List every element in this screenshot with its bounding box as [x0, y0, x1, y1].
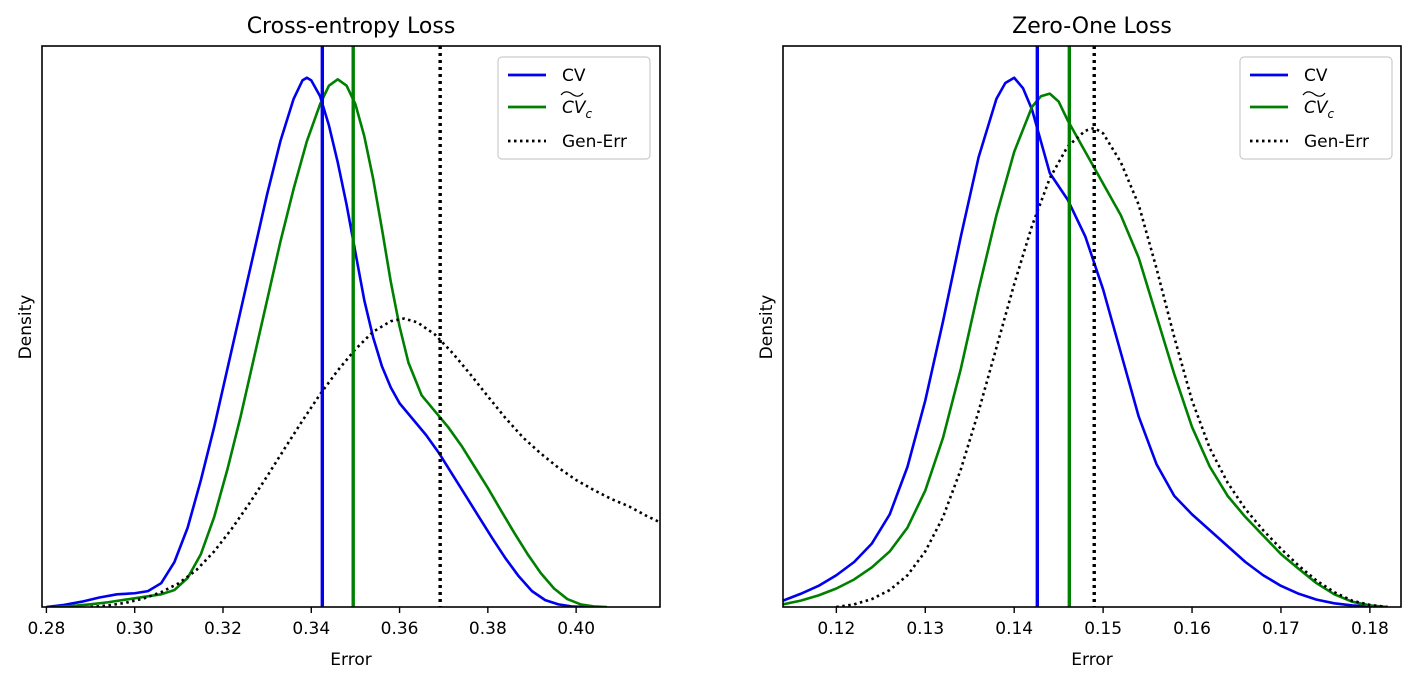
- legend: CV CVc Gen-Err: [1239, 56, 1393, 160]
- legend-cvc-label: CV: [562, 98, 587, 118]
- x-tick-label: 0.34: [292, 619, 330, 639]
- series-line-cv: [46, 76, 586, 607]
- legend-cv-label: CV: [562, 66, 586, 86]
- legend-cv-label: CV: [1304, 66, 1328, 86]
- svg-text:CVc: CVc: [1304, 98, 1335, 121]
- svg-text:CVc: CVc: [562, 98, 593, 121]
- x-axis-label: Error: [1071, 650, 1112, 670]
- x-tick-label: 0.40: [557, 619, 595, 639]
- plot-area: [46, 46, 660, 607]
- x-tick-label: 0.38: [469, 619, 507, 639]
- series-line-gen: [90, 317, 660, 607]
- legend-cvc-sub: c: [586, 107, 593, 121]
- legend-tilde-mark: [560, 91, 584, 97]
- axes-frame: [782, 45, 1402, 608]
- x-tick-label: 0.13: [906, 619, 944, 639]
- x-tick-label: 0.32: [204, 619, 242, 639]
- series-line-cv: [783, 76, 1370, 607]
- legend-gen-label: Gen-Err: [562, 132, 627, 152]
- legend-gen-label: Gen-Err: [1304, 132, 1369, 152]
- x-tick-label: 0.12: [817, 619, 855, 639]
- legend: CV CVc Gen-Err: [497, 56, 651, 160]
- x-tick-label: 0.15: [1084, 619, 1122, 639]
- series-line-cvc: [783, 92, 1388, 607]
- legend-cvc-label: CV: [1304, 98, 1329, 118]
- x-tick-label: 0.28: [27, 619, 65, 639]
- x-axis-label: Error: [330, 650, 371, 670]
- x-ticks: 0.12 0.13 0.14 0.15 0.16 0.17 0.18: [817, 607, 1389, 639]
- chart-title: Cross-entropy Loss: [247, 14, 456, 39]
- series-line-cvc: [55, 78, 608, 607]
- x-tick-label: 0.36: [381, 619, 419, 639]
- legend-box: [497, 56, 651, 160]
- x-tick-label: 0.17: [1262, 619, 1300, 639]
- y-axis-label: Density: [757, 295, 777, 360]
- x-tick-label: 0.16: [1173, 619, 1211, 639]
- x-ticks: 0.28 0.30 0.32 0.34 0.36 0.38 0.40: [27, 607, 595, 639]
- x-tick-label: 0.14: [995, 619, 1033, 639]
- legend-tilde-mark: [1302, 91, 1326, 97]
- x-tick-label: 0.30: [116, 619, 154, 639]
- axes-frame: [41, 45, 661, 608]
- cross-entropy-panel: Cross-entropy Loss Density Error 0.28 0.3…: [16, 14, 661, 670]
- plot-area: [783, 46, 1388, 607]
- y-axis-label: Density: [16, 295, 36, 360]
- zero-one-panel: Zero-One Loss Density Error 0.12 0.13 0.14…: [757, 14, 1402, 670]
- series-line-gen: [836, 126, 1388, 607]
- legend-box: [1239, 56, 1393, 160]
- chart-title: Zero-One Loss: [1012, 14, 1172, 39]
- x-tick-label: 0.18: [1351, 619, 1389, 639]
- legend-cvc-sub: c: [1328, 107, 1335, 121]
